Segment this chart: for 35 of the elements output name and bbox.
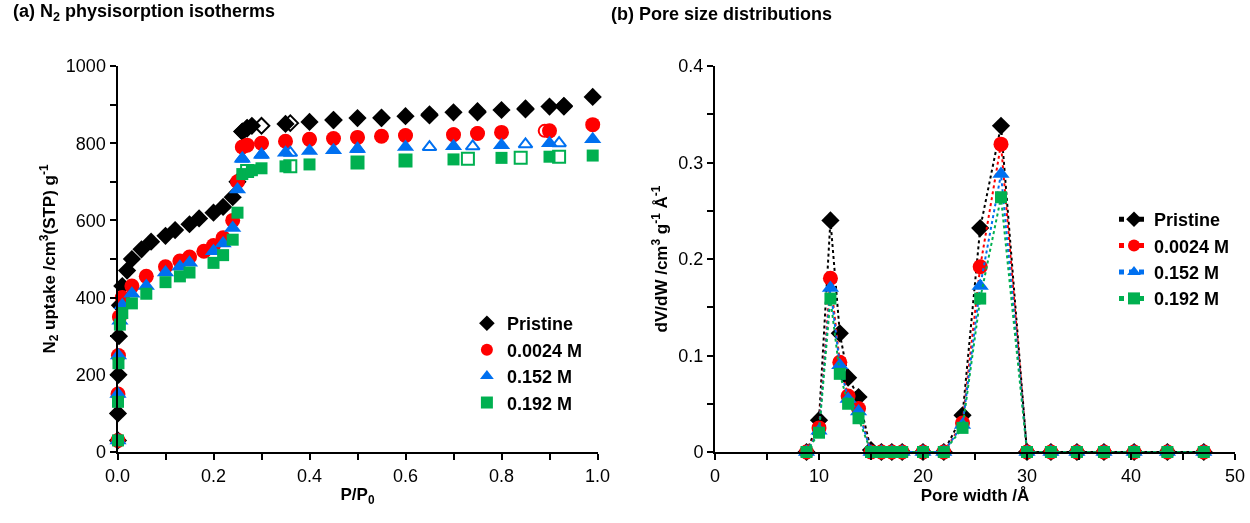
legend-label: Pristine xyxy=(506,314,573,335)
y-tick-label: 600 xyxy=(75,210,106,231)
y-tick-label: 0 xyxy=(693,442,704,463)
y-tick-label: 0 xyxy=(95,442,106,463)
y-tick-label: 0.3 xyxy=(678,152,704,173)
x-tick-label: 0.4 xyxy=(296,465,323,486)
x-tick-label: 30 xyxy=(1016,465,1038,486)
legend-label: Pristine xyxy=(1154,210,1221,231)
y-tick-label: 400 xyxy=(75,287,106,308)
x-tick-label: 10 xyxy=(808,465,830,486)
legend-label: 0.152 M xyxy=(1154,263,1220,284)
x-axis-title: P/P$_{0}$ xyxy=(340,485,375,508)
y-tick-label: 200 xyxy=(75,365,106,386)
chart-title: (b) Pore size distributions xyxy=(611,4,833,24)
x-tick-label: 1.0 xyxy=(584,465,611,486)
y-tick-label: 1000 xyxy=(65,56,106,77)
x-tick-label: 20 xyxy=(912,465,934,486)
x-tick-label: 0 xyxy=(709,465,721,486)
legend-label: 0.152 M xyxy=(506,367,572,388)
legend-label: 0.192 M xyxy=(506,393,572,414)
legend-label: 0.192 M xyxy=(1154,289,1220,310)
x-tick-label: 0.2 xyxy=(200,465,227,486)
y-tick-label: 0.1 xyxy=(678,345,704,366)
x-tick-label: 40 xyxy=(1120,465,1142,486)
y-tick-label: 0.2 xyxy=(678,249,704,270)
x-tick-label: 0.6 xyxy=(392,465,419,486)
x-tick-label: 50 xyxy=(1224,465,1246,486)
legend-label: 0.0024 M xyxy=(1154,236,1230,257)
y-tick-label: 800 xyxy=(75,133,106,154)
chart-title: (a) N$_{2}$ physisorption isotherms xyxy=(13,1,276,24)
y-tick-label: 0.4 xyxy=(678,56,704,77)
legend-label: 0.0024 M xyxy=(506,340,582,361)
x-tick-label: 0.0 xyxy=(104,465,131,486)
x-tick-label: 0.8 xyxy=(488,465,515,486)
x-axis-title: Pore width /Å xyxy=(920,485,1030,505)
